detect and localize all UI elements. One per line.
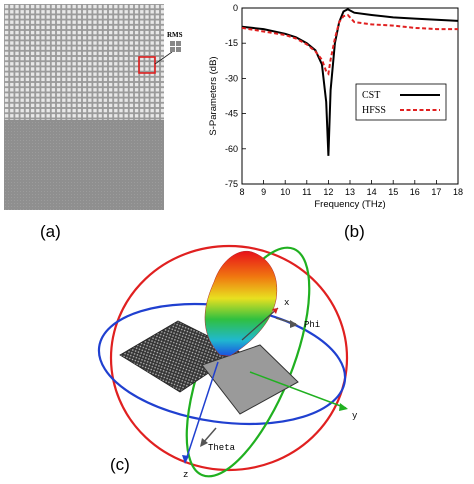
x-tick-label: 8	[239, 187, 244, 197]
x-axis-label-3d: x	[284, 298, 289, 308]
panel-label-b: (b)	[344, 222, 365, 241]
z-axis-arrow	[185, 361, 219, 461]
y-tick-label: -75	[225, 179, 238, 189]
metasurface-image: RMS	[4, 4, 183, 210]
legend: CST HFSS	[355, 83, 447, 121]
rms-inset-icon	[170, 41, 181, 52]
axis-ticks: 8 9 10 11 12 13 14 15 16 17 18 0 -15 -30 -45 -60 -75	[225, 3, 463, 197]
x-axis-label: Frequency (THz)	[314, 199, 385, 210]
series-line-cst	[241, 8, 459, 156]
x-tick-label: 18	[453, 187, 463, 197]
main-lobe	[204, 250, 278, 357]
callout-line	[154, 51, 173, 65]
phi-arrowhead	[290, 320, 298, 328]
y-axis-arrow	[249, 371, 347, 409]
radiation-pattern-3d: x Phi y z Theta	[97, 244, 358, 480]
gray-plate	[201, 344, 299, 415]
x-tick-label: 17	[431, 187, 441, 197]
x-axis-arrow	[241, 307, 279, 341]
red-great-circle	[109, 244, 349, 472]
y-axis-label: S-Parameters (dB)	[208, 56, 219, 135]
x-tick-label: 9	[261, 187, 266, 197]
phi-label: Phi	[304, 320, 320, 330]
panel-label-c: (c)	[110, 455, 130, 474]
x-tick-label: 12	[323, 187, 333, 197]
y-tick-label: -60	[225, 144, 238, 154]
series-lines	[241, 8, 459, 156]
x-tick-label: 13	[345, 187, 355, 197]
s-parameter-chart: 8 9 10 11 12 13 14 15 16 17 18 0 -15 -30 -45 -60 -75 Fre…	[208, 3, 463, 210]
y-axis-label-3d: y	[352, 411, 358, 421]
x-tick-label: 16	[410, 187, 420, 197]
legend-label-hfss: HFSS	[362, 105, 386, 116]
x-axis-arrowhead	[272, 308, 278, 314]
x-tick-label: 14	[367, 187, 377, 197]
legend-label-cst: CST	[362, 90, 380, 101]
selection-highlight-box	[138, 56, 156, 74]
theta-arrowhead	[200, 438, 208, 447]
rms-label: RMS	[167, 31, 183, 39]
x-tick-label: 10	[280, 187, 290, 197]
z-axis-arrowhead	[182, 455, 189, 464]
theta-label: Theta	[208, 443, 236, 453]
x-tick-label: 11	[302, 187, 311, 197]
z-axis-label-3d: z	[183, 470, 188, 480]
y-axis-arrowhead	[339, 403, 348, 411]
x-tick-label: 15	[388, 187, 398, 197]
y-tick-label: -15	[225, 38, 238, 48]
ground-region	[4, 120, 164, 210]
y-tick-label: -45	[225, 109, 238, 119]
y-tick-label: 0	[233, 3, 238, 13]
y-tick-label: -30	[225, 73, 238, 83]
unit-cell-array	[4, 4, 164, 120]
theta-arrow	[202, 427, 217, 444]
panel-label-a: (a)	[40, 222, 61, 241]
